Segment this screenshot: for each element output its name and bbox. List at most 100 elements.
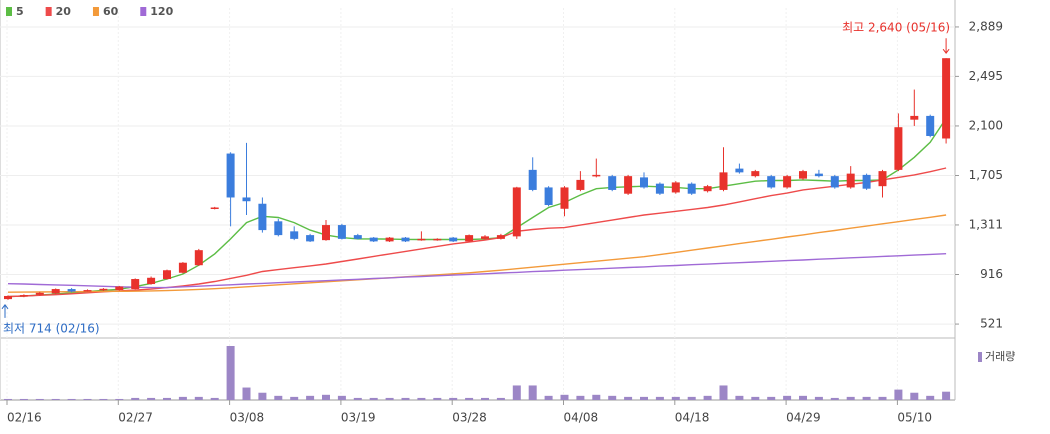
volume-bar (751, 396, 760, 400)
candle-body (465, 235, 474, 242)
volume-bar (719, 385, 728, 400)
volume-bar (830, 397, 839, 400)
volume-bar (894, 389, 903, 400)
candle-body (799, 171, 807, 179)
y-tick-label: 2,495 (969, 69, 1003, 83)
volume-bar (67, 398, 76, 400)
candle-body (449, 237, 458, 242)
candle-body (51, 289, 60, 294)
volume-bar (671, 396, 680, 400)
volume-bar (926, 395, 935, 400)
x-tick-label: 03/28 (452, 411, 487, 425)
candle-body (353, 235, 362, 239)
y-tick-label: 916 (980, 267, 1003, 281)
volume-bar (417, 397, 426, 400)
volume-bar (401, 397, 410, 400)
candle-body (369, 237, 378, 242)
candle-body (544, 187, 553, 205)
volume-bar (210, 397, 219, 400)
candle-body (496, 235, 505, 239)
x-tick-label: 05/10 (897, 411, 932, 425)
volume-bar (115, 398, 124, 400)
candle-body (210, 207, 219, 210)
candle-body (67, 289, 76, 292)
candle-body (767, 176, 776, 188)
legend-label: 5 (16, 5, 24, 18)
volume-bar (544, 395, 553, 400)
volume-bar (735, 395, 744, 400)
candle-body (894, 127, 903, 170)
candle-body (862, 174, 871, 189)
y-tick-label: 521 (980, 317, 1003, 331)
volume-bar (242, 387, 251, 400)
candle-body (830, 176, 839, 188)
candle-body (83, 290, 92, 292)
candle-body (147, 277, 156, 285)
x-tick-label: 02/16 (7, 411, 42, 425)
volume-bar (560, 394, 569, 400)
candle-body (814, 173, 823, 177)
volume-bar (449, 397, 458, 400)
candle-body (942, 58, 951, 139)
volume-bar (226, 346, 235, 400)
volume-legend-swatch (978, 352, 982, 362)
volume-bar (4, 398, 12, 400)
volume-bar (783, 395, 792, 400)
volume-bar (178, 396, 187, 400)
candle-body (655, 183, 664, 194)
volume-bar (99, 398, 108, 400)
volume-bar (814, 396, 823, 400)
candle-body (178, 262, 187, 273)
volume-bar (608, 395, 617, 400)
candle-body (322, 225, 330, 241)
volume-bar (131, 397, 140, 400)
candle-body (481, 236, 489, 239)
volume-legend-label: 거래량 (985, 350, 1015, 363)
volume-bar (83, 398, 92, 400)
volume-bar (147, 397, 156, 400)
candle-body (576, 179, 585, 190)
volume-bar (576, 395, 585, 400)
volume-bar (481, 397, 489, 400)
candle-body (194, 250, 203, 266)
volume-bar (799, 395, 807, 400)
candle-body (910, 115, 919, 120)
volume-bar (862, 396, 871, 400)
candle-body (878, 171, 887, 187)
moving-average-line (7, 214, 947, 293)
volume-bar (496, 397, 505, 400)
volume-bar (878, 396, 887, 400)
volume-bar (322, 394, 330, 400)
legend-label: 60 (103, 5, 119, 18)
low-annotation: 최저 714 (02/16) (3, 321, 100, 335)
candle-body (242, 197, 251, 202)
candle-body (290, 231, 299, 239)
candle-body (560, 187, 569, 209)
moving-average-line (7, 253, 947, 289)
candle-body (131, 279, 140, 290)
candle-body (433, 238, 442, 241)
volume-bar (910, 392, 919, 400)
volume-bar (592, 394, 601, 400)
x-tick-label: 04/08 (564, 411, 599, 425)
candle-body (306, 235, 315, 242)
candle-body (608, 176, 617, 190)
candle-body (226, 153, 235, 198)
volume-bar (290, 396, 299, 400)
volume-bar (353, 397, 362, 400)
candle-body (274, 221, 283, 236)
candle-body (512, 187, 521, 237)
candle-body (115, 286, 124, 291)
candle-body (783, 176, 792, 188)
volume-bar (846, 396, 855, 400)
candle-body (926, 115, 935, 136)
candle-body (703, 186, 712, 192)
x-tick-label: 04/29 (786, 411, 821, 425)
legend-swatch (92, 7, 99, 16)
candle-body (417, 238, 426, 241)
volume-bar (194, 396, 203, 400)
y-tick-label: 1,705 (969, 168, 1003, 182)
candle-body (99, 288, 108, 291)
